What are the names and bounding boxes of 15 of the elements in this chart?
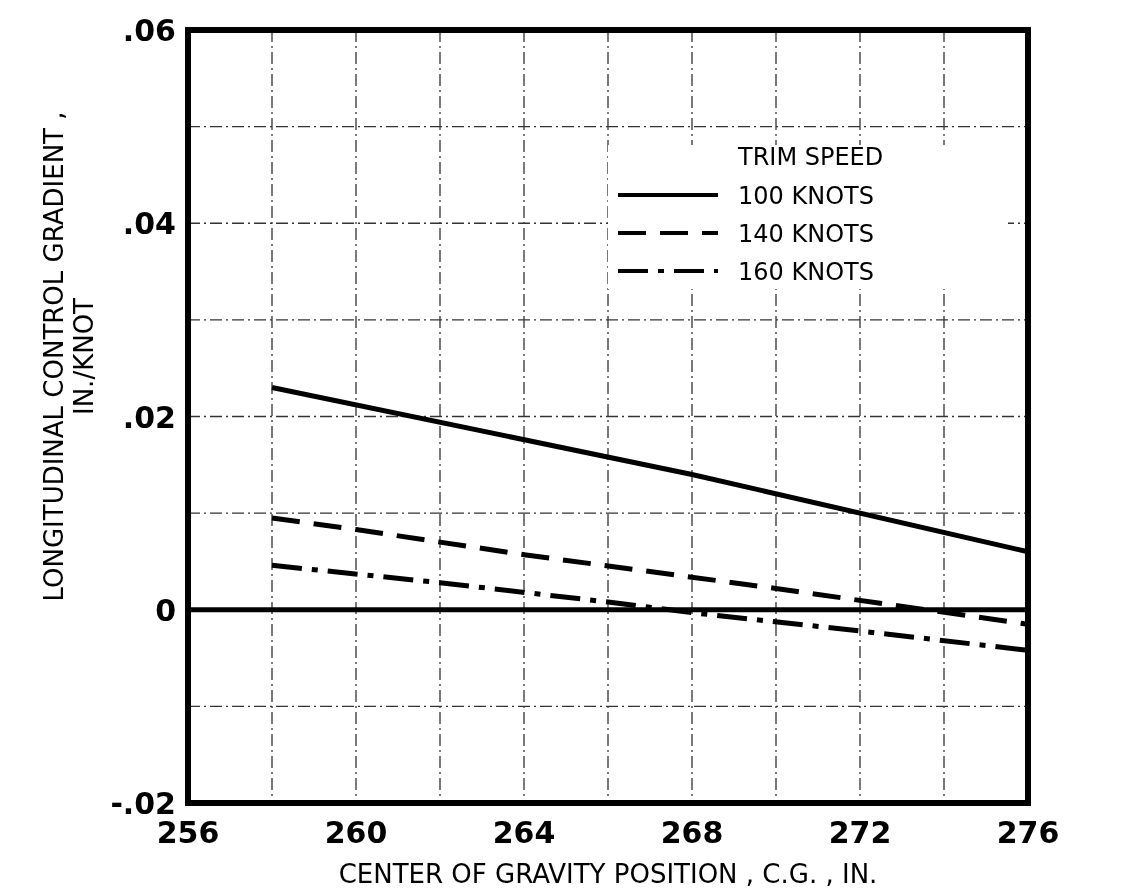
y-axis-title: LONGITUDINAL CONTROL GRADIENT , IN./KNOT — [39, 111, 99, 602]
y-tick-label: 0 — [155, 592, 176, 628]
y-tick-label: .04 — [122, 206, 176, 242]
x-tick-label: 260 — [324, 815, 388, 850]
x-tick-label: 272 — [828, 815, 892, 850]
x-tick-label: 276 — [996, 815, 1060, 850]
x-tick-label: 268 — [660, 815, 724, 850]
legend-label: 100 KNOTS — [738, 182, 874, 210]
x-axis-title: CENTER OF GRAVITY POSITION , C.G. , IN. — [338, 859, 878, 889]
y-tick-label: .06 — [122, 13, 176, 48]
legend-title: TRIM SPEED — [737, 143, 884, 171]
legend-label: 160 KNOTS — [738, 258, 874, 286]
x-tick-label: 264 — [492, 815, 556, 850]
y-tick-label: .02 — [122, 399, 176, 435]
legend-label: 140 KNOTS — [738, 220, 874, 248]
